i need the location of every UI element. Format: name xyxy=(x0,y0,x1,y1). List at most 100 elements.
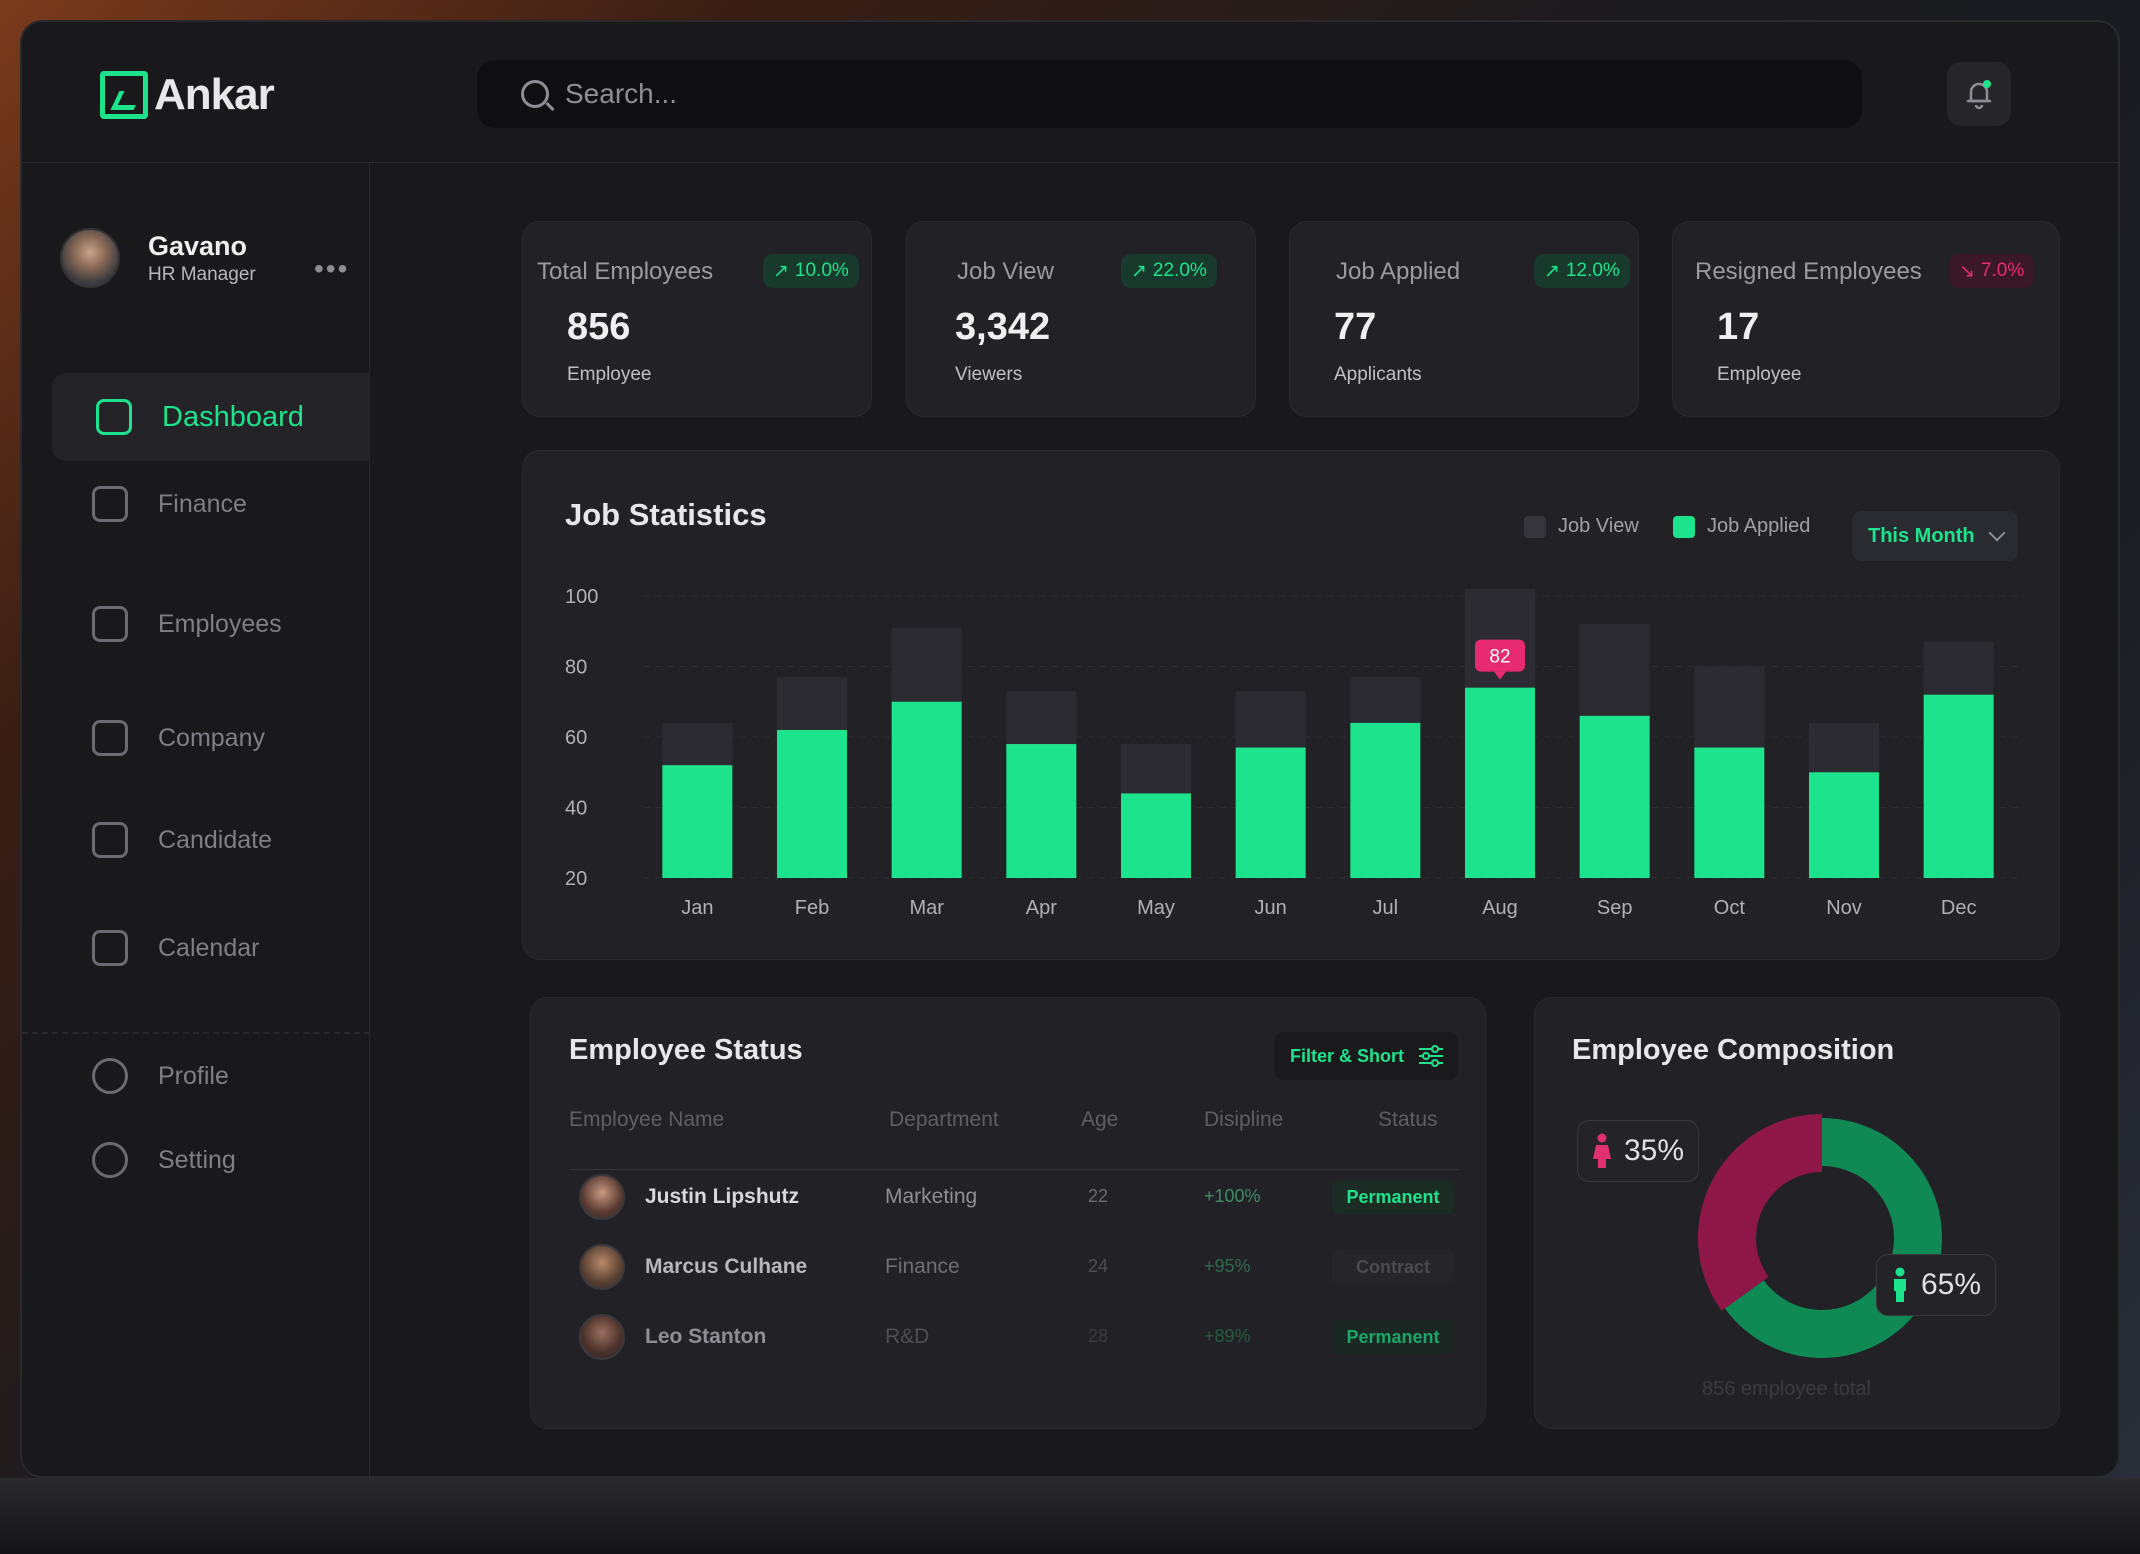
female-icon xyxy=(1593,1133,1611,1168)
search-icon xyxy=(521,80,549,108)
dashboard-icon xyxy=(96,399,132,435)
bell-icon xyxy=(1966,80,1992,110)
sidebar-item-label: Employees xyxy=(158,609,282,638)
legend-swatch xyxy=(1673,515,1695,538)
employee-age: 28 xyxy=(1088,1326,1109,1346)
employee-name[interactable]: Justin Lipshutz xyxy=(645,1185,799,1208)
employee-discipline: +89% xyxy=(1204,1326,1251,1346)
filter-sort-button[interactable]: Filter & Short xyxy=(1274,1032,1458,1080)
sidebar-item-employees[interactable]: Employees xyxy=(92,606,282,642)
stat-value: 77 xyxy=(1334,306,1377,348)
column-header-department[interactable]: Department xyxy=(889,1108,999,1131)
legend-job-view: Job View xyxy=(1524,515,1639,538)
employee-department: R&D xyxy=(885,1325,930,1348)
stat-unit: Employee xyxy=(1717,364,1802,385)
trend-up-icon: ↗ xyxy=(1131,260,1147,282)
user-icon xyxy=(92,822,128,858)
search-input[interactable]: Search... xyxy=(565,78,678,109)
employee-age: 24 xyxy=(1088,1256,1109,1276)
trend-up-icon: ↗ xyxy=(1544,260,1560,282)
sidebar-item-dashboard[interactable]: Dashboard xyxy=(52,373,370,461)
app-window: Ankar Search... Gavano HR Manager ••• xyxy=(20,20,2120,1478)
top-bar: Ankar Search... xyxy=(22,22,2118,163)
sidebar-item-calendar[interactable]: Calendar xyxy=(92,930,259,966)
stat-unit: Viewers xyxy=(955,364,1023,385)
trend-badge: ↗ 10.0% xyxy=(763,254,859,288)
employee-name[interactable]: Leo Stanton xyxy=(645,1325,767,1348)
male-percentage: 65% xyxy=(1876,1254,1997,1316)
status-badge: Permanent xyxy=(1332,1320,1454,1354)
sidebar-item-setting[interactable]: Setting xyxy=(92,1142,236,1178)
sidebar-item-label: Company xyxy=(158,723,265,752)
id-card-icon xyxy=(92,606,128,642)
employee-department: Marketing xyxy=(885,1185,978,1208)
trend-up-icon: ↗ xyxy=(773,260,789,282)
more-icon[interactable]: ••• xyxy=(314,253,350,284)
trend-badge: ↘ 7.0% xyxy=(1949,254,2035,288)
stat-card-resigned-employees: Resigned Employees ↘ 7.0% 17 Employee xyxy=(1672,221,2060,417)
chevron-down-icon xyxy=(1988,524,2006,542)
male-icon xyxy=(1894,1267,1906,1302)
logo-icon xyxy=(100,71,148,119)
period-dropdown[interactable]: This Month xyxy=(1852,511,2018,561)
column-header-discipline[interactable]: Disipline xyxy=(1204,1108,1284,1131)
column-header-status[interactable]: Status xyxy=(1378,1108,1438,1131)
trend-badge: ↗ 12.0% xyxy=(1534,254,1630,288)
employee-name[interactable]: Marcus Culhane xyxy=(645,1255,808,1278)
user-profile[interactable]: Gavano HR Manager xyxy=(60,228,256,288)
employee-discipline: +100% xyxy=(1204,1186,1261,1206)
employee-composition-title: Employee Composition xyxy=(1572,1034,1895,1066)
stat-card-total-employees: Total Employees ↗ 10.0% 856 Employee xyxy=(522,221,872,417)
briefcase-icon xyxy=(92,720,128,756)
job-statistics-title: Job Statistics xyxy=(565,497,767,532)
female-percentage: 35% xyxy=(1577,1120,1700,1182)
trend-down-icon: ↘ xyxy=(1959,260,1975,282)
employee-status-title: Employee Status xyxy=(569,1034,803,1066)
column-header-name[interactable]: Employee Name xyxy=(569,1108,725,1131)
avatar xyxy=(60,228,120,288)
legend-job-applied: Job Applied xyxy=(1673,515,1810,538)
sidebar-item-label: Finance xyxy=(158,489,247,518)
sidebar-item-finance[interactable]: Finance xyxy=(92,486,247,522)
sidebar-item-label: Profile xyxy=(158,1061,229,1090)
user-name: Gavano xyxy=(148,230,248,261)
sidebar-item-profile[interactable]: Profile xyxy=(92,1058,229,1094)
stat-value: 3,342 xyxy=(955,306,1051,348)
table-divider xyxy=(569,1169,1459,1170)
sidebar-item-candidate[interactable]: Candidate xyxy=(92,822,272,858)
trend-badge: ↗ 22.0% xyxy=(1121,254,1217,288)
gear-icon xyxy=(92,1142,128,1178)
avatar xyxy=(579,1174,625,1220)
calendar-icon xyxy=(92,930,128,966)
sidebar-item-label: Setting xyxy=(158,1145,236,1174)
logo[interactable]: Ankar xyxy=(100,70,275,120)
notification-button[interactable] xyxy=(1947,62,2011,126)
divider xyxy=(22,1032,370,1034)
employee-discipline: +95% xyxy=(1204,1256,1251,1276)
search-bar[interactable]: Search... xyxy=(477,60,1862,128)
device-bezel xyxy=(0,1478,2140,1554)
stat-value: 17 xyxy=(1717,306,1760,348)
stat-unit: Employee xyxy=(567,364,652,385)
app-name: Ankar xyxy=(154,70,275,119)
stat-value: 856 xyxy=(567,306,631,348)
stat-title: Job Applied xyxy=(1336,258,1461,285)
stat-title: Total Employees xyxy=(537,258,714,285)
column-header-age[interactable]: Age xyxy=(1081,1108,1119,1131)
user-role: HR Manager xyxy=(148,263,256,285)
sidebar: Gavano HR Manager ••• Dashboard Finance … xyxy=(22,163,370,1476)
legend-swatch xyxy=(1524,515,1546,538)
status-badge: Permanent xyxy=(1332,1180,1454,1214)
employee-age: 22 xyxy=(1088,1186,1109,1206)
stat-title: Resigned Employees xyxy=(1695,258,1922,285)
sidebar-item-label: Calendar xyxy=(158,933,260,962)
sidebar-item-company[interactable]: Company xyxy=(92,720,265,756)
total-employees-label: 856 employee total xyxy=(1702,1378,1872,1400)
sidebar-item-label: Dashboard xyxy=(162,400,304,433)
avatar xyxy=(579,1244,625,1290)
stat-card-job-applied: Job Applied ↗ 12.0% 77 Applicants xyxy=(1289,221,1639,417)
avatar xyxy=(579,1314,625,1360)
sidebar-item-label: Candidate xyxy=(158,825,272,854)
employee-department: Finance xyxy=(885,1255,960,1278)
stat-unit: Applicants xyxy=(1334,364,1422,385)
